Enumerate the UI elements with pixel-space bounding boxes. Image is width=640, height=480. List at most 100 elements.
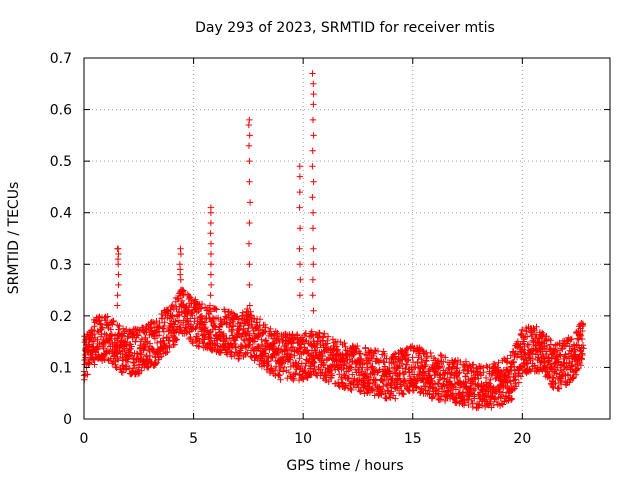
data-point bbox=[533, 323, 540, 330]
data-point bbox=[95, 345, 102, 353]
data-point bbox=[296, 371, 303, 378]
data-point bbox=[177, 271, 184, 278]
data-point bbox=[578, 335, 586, 343]
data-point bbox=[310, 90, 317, 98]
data-point bbox=[214, 340, 221, 347]
data-point bbox=[251, 338, 259, 345]
data-point bbox=[371, 347, 379, 354]
data-point bbox=[287, 363, 294, 370]
data-point bbox=[235, 316, 242, 323]
data-point bbox=[418, 386, 425, 393]
data-point bbox=[524, 341, 531, 349]
data-point bbox=[146, 352, 154, 360]
data-point bbox=[290, 375, 298, 382]
data-point bbox=[246, 157, 253, 165]
data-point bbox=[207, 209, 215, 216]
data-point bbox=[550, 351, 557, 358]
data-point bbox=[388, 388, 395, 395]
data-point bbox=[552, 342, 559, 349]
data-point bbox=[297, 276, 304, 283]
data-point bbox=[246, 219, 253, 227]
data-point bbox=[106, 337, 113, 344]
data-point bbox=[454, 374, 461, 381]
data-point bbox=[473, 364, 480, 371]
data-point bbox=[324, 340, 331, 347]
data-point bbox=[128, 343, 135, 350]
data-point bbox=[349, 371, 356, 378]
data-point bbox=[442, 354, 449, 361]
data-point bbox=[269, 367, 276, 375]
data-point bbox=[531, 327, 538, 334]
data-point bbox=[246, 261, 253, 268]
data-point bbox=[517, 363, 524, 370]
data-point bbox=[177, 250, 185, 258]
data-point bbox=[575, 365, 582, 372]
data-point bbox=[345, 374, 352, 382]
data-point bbox=[575, 336, 582, 343]
data-point bbox=[543, 350, 550, 358]
data-point bbox=[579, 351, 586, 359]
data-point bbox=[213, 306, 220, 313]
data-point bbox=[390, 354, 398, 362]
data-point bbox=[296, 163, 303, 170]
data-point bbox=[392, 359, 399, 366]
data-point bbox=[321, 330, 328, 337]
data-point bbox=[294, 331, 301, 338]
data-point bbox=[296, 225, 304, 232]
data-point bbox=[198, 300, 206, 308]
data-point bbox=[572, 371, 580, 378]
data-point bbox=[345, 375, 353, 382]
data-point bbox=[309, 276, 317, 283]
data-point bbox=[366, 383, 373, 390]
data-point bbox=[246, 132, 253, 139]
data-point bbox=[512, 376, 519, 383]
data-point bbox=[86, 360, 93, 367]
data-point bbox=[274, 329, 281, 337]
data-point bbox=[366, 359, 374, 367]
data-point bbox=[565, 372, 572, 379]
y-tick-label: 0.2 bbox=[50, 309, 72, 325]
data-point bbox=[376, 366, 383, 374]
data-point bbox=[329, 336, 337, 343]
data-point bbox=[90, 338, 97, 345]
data-point bbox=[379, 388, 386, 396]
data-point bbox=[166, 344, 173, 351]
data-point bbox=[333, 343, 340, 350]
data-point bbox=[107, 326, 114, 333]
data-point bbox=[303, 356, 311, 364]
data-point bbox=[319, 352, 326, 360]
data-point bbox=[123, 326, 130, 333]
data-point bbox=[142, 344, 149, 351]
data-point bbox=[262, 324, 269, 331]
data-point bbox=[523, 328, 530, 335]
data-point bbox=[255, 332, 262, 339]
data-point bbox=[114, 302, 121, 309]
data-point bbox=[91, 330, 98, 338]
plot-frame bbox=[83, 57, 611, 420]
data-point bbox=[325, 378, 332, 385]
data-point bbox=[311, 363, 318, 370]
data-point bbox=[496, 383, 503, 390]
data-point bbox=[554, 347, 562, 354]
data-point bbox=[317, 370, 324, 377]
data-point bbox=[412, 363, 419, 371]
data-point bbox=[465, 401, 472, 409]
data-point bbox=[172, 318, 179, 325]
data-point bbox=[403, 352, 410, 359]
data-point bbox=[173, 336, 180, 343]
data-point bbox=[292, 370, 299, 377]
data-point bbox=[424, 387, 432, 394]
data-point bbox=[193, 309, 200, 316]
y-tick-label: 0.3 bbox=[50, 257, 72, 273]
data-point bbox=[106, 348, 113, 356]
data-point bbox=[482, 374, 490, 382]
data-point bbox=[420, 369, 427, 376]
data-point bbox=[363, 360, 371, 368]
data-point bbox=[502, 393, 510, 400]
data-point bbox=[172, 335, 179, 342]
y-tick-label: 0.1 bbox=[50, 360, 72, 376]
data-point bbox=[363, 352, 370, 359]
data-point bbox=[309, 194, 316, 201]
data-point bbox=[310, 132, 317, 139]
data-point bbox=[167, 306, 174, 314]
